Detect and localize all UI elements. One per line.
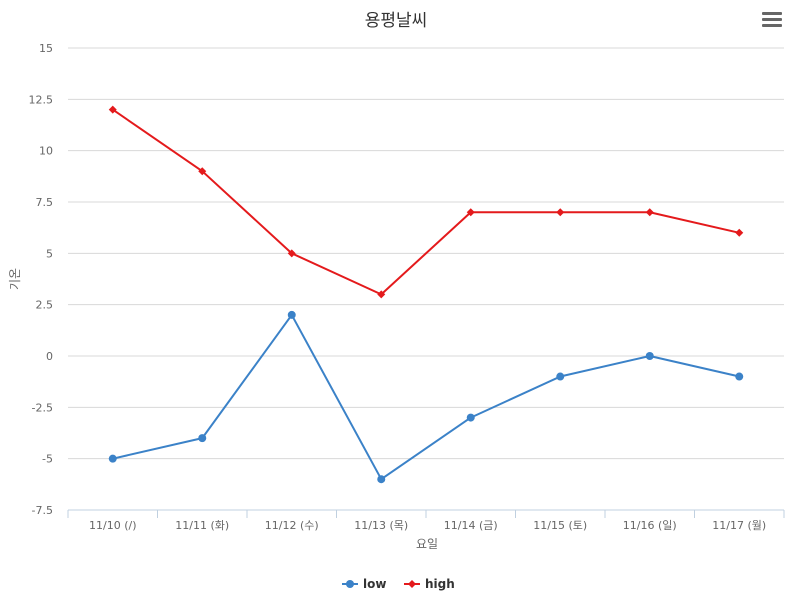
y-tick-label: 10 (39, 145, 53, 158)
data-point-high[interactable] (287, 249, 296, 258)
y-tick-label: -2.5 (32, 401, 53, 414)
data-point-low[interactable] (645, 352, 654, 360)
x-tick-label: 11/13 (목) (354, 519, 408, 532)
y-tick-label: 12.5 (29, 93, 54, 106)
legend-marker-high[interactable] (408, 580, 416, 588)
chart-menu-icon[interactable] (762, 12, 782, 30)
data-point-high[interactable] (556, 208, 565, 217)
legend-label-high: high (425, 577, 455, 591)
data-point-high[interactable] (377, 290, 386, 299)
x-tick-label: 11/12 (수) (265, 519, 319, 532)
y-tick-label: -5 (42, 453, 53, 466)
data-point-low[interactable] (198, 434, 207, 443)
data-point-high[interactable] (466, 208, 475, 217)
data-point-low[interactable] (556, 372, 565, 381)
data-point-high[interactable] (645, 208, 654, 217)
x-tick-label: 11/10 (/) (89, 519, 137, 532)
x-tick-label: 11/16 (일) (623, 518, 677, 532)
x-tick-label: 11/15 (토) (533, 519, 587, 532)
data-point-low[interactable] (108, 454, 117, 463)
data-point-high[interactable] (198, 167, 207, 176)
y-tick-label: 5 (46, 247, 53, 260)
legend-marker-low[interactable] (346, 580, 354, 588)
y-tick-label: 15 (39, 42, 53, 55)
y-tick-label: 0 (46, 350, 53, 363)
data-point-low[interactable] (287, 310, 296, 319)
y-axis-title: 기온 (8, 268, 22, 290)
series-line-low[interactable] (112, 313, 740, 481)
y-tick-label: 7.5 (36, 196, 54, 209)
legend-label-low: low (363, 577, 386, 591)
y-tick-label: 2.5 (36, 299, 54, 312)
x-tick-label: 11/11 (화) (175, 519, 229, 532)
chart-title: 용평날씨 (365, 11, 428, 31)
x-tick-label: 11/14 (금) (444, 519, 498, 532)
data-point-low[interactable] (377, 475, 386, 484)
x-axis-title: 요일 (416, 537, 438, 551)
data-point-low[interactable] (735, 372, 744, 381)
data-point-high[interactable] (735, 228, 744, 237)
x-tick-label: 11/17 (월) (712, 519, 766, 532)
data-point-low[interactable] (466, 413, 475, 422)
series-line-high[interactable] (112, 108, 740, 296)
y-tick-label: -7.5 (32, 504, 53, 517)
data-point-high[interactable] (108, 105, 117, 114)
